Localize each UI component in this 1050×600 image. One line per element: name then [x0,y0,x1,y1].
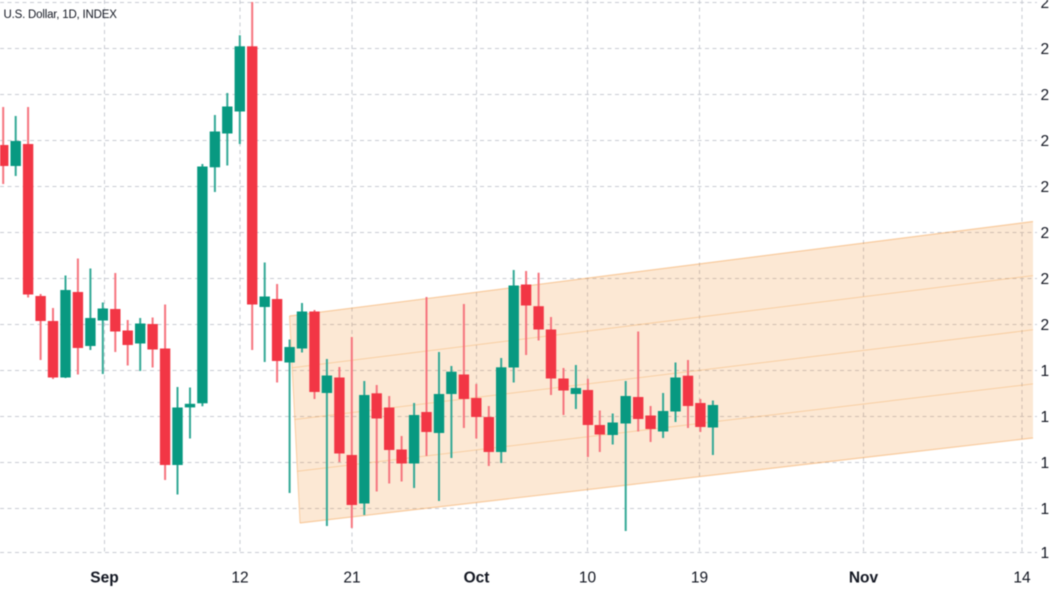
svg-text:2: 2 [1041,87,1050,104]
svg-text:1: 1 [1041,363,1050,380]
svg-text:19: 19 [691,570,708,587]
svg-text:12: 12 [231,570,248,587]
svg-text:Oct: Oct [464,570,490,587]
svg-text:Nov: Nov [849,570,879,587]
svg-text:2: 2 [1041,271,1050,288]
svg-text:14: 14 [1013,570,1031,587]
svg-text:1: 1 [1041,409,1050,426]
svg-text:2: 2 [1041,133,1050,150]
svg-text:2: 2 [1041,41,1050,58]
svg-text:2: 2 [1041,179,1050,196]
svg-text:2: 2 [1041,225,1050,242]
svg-text:1: 1 [1041,545,1050,562]
svg-text:10: 10 [579,570,597,587]
svg-text:1: 1 [1041,501,1050,518]
svg-text:21: 21 [343,570,360,587]
svg-text:2: 2 [1041,0,1050,12]
svg-text:U.S. Dollar, 1D, INDEX: U.S. Dollar, 1D, INDEX [4,9,118,21]
svg-text:2: 2 [1041,317,1050,334]
svg-text:Sep: Sep [90,570,118,587]
svg-text:1: 1 [1041,455,1050,472]
